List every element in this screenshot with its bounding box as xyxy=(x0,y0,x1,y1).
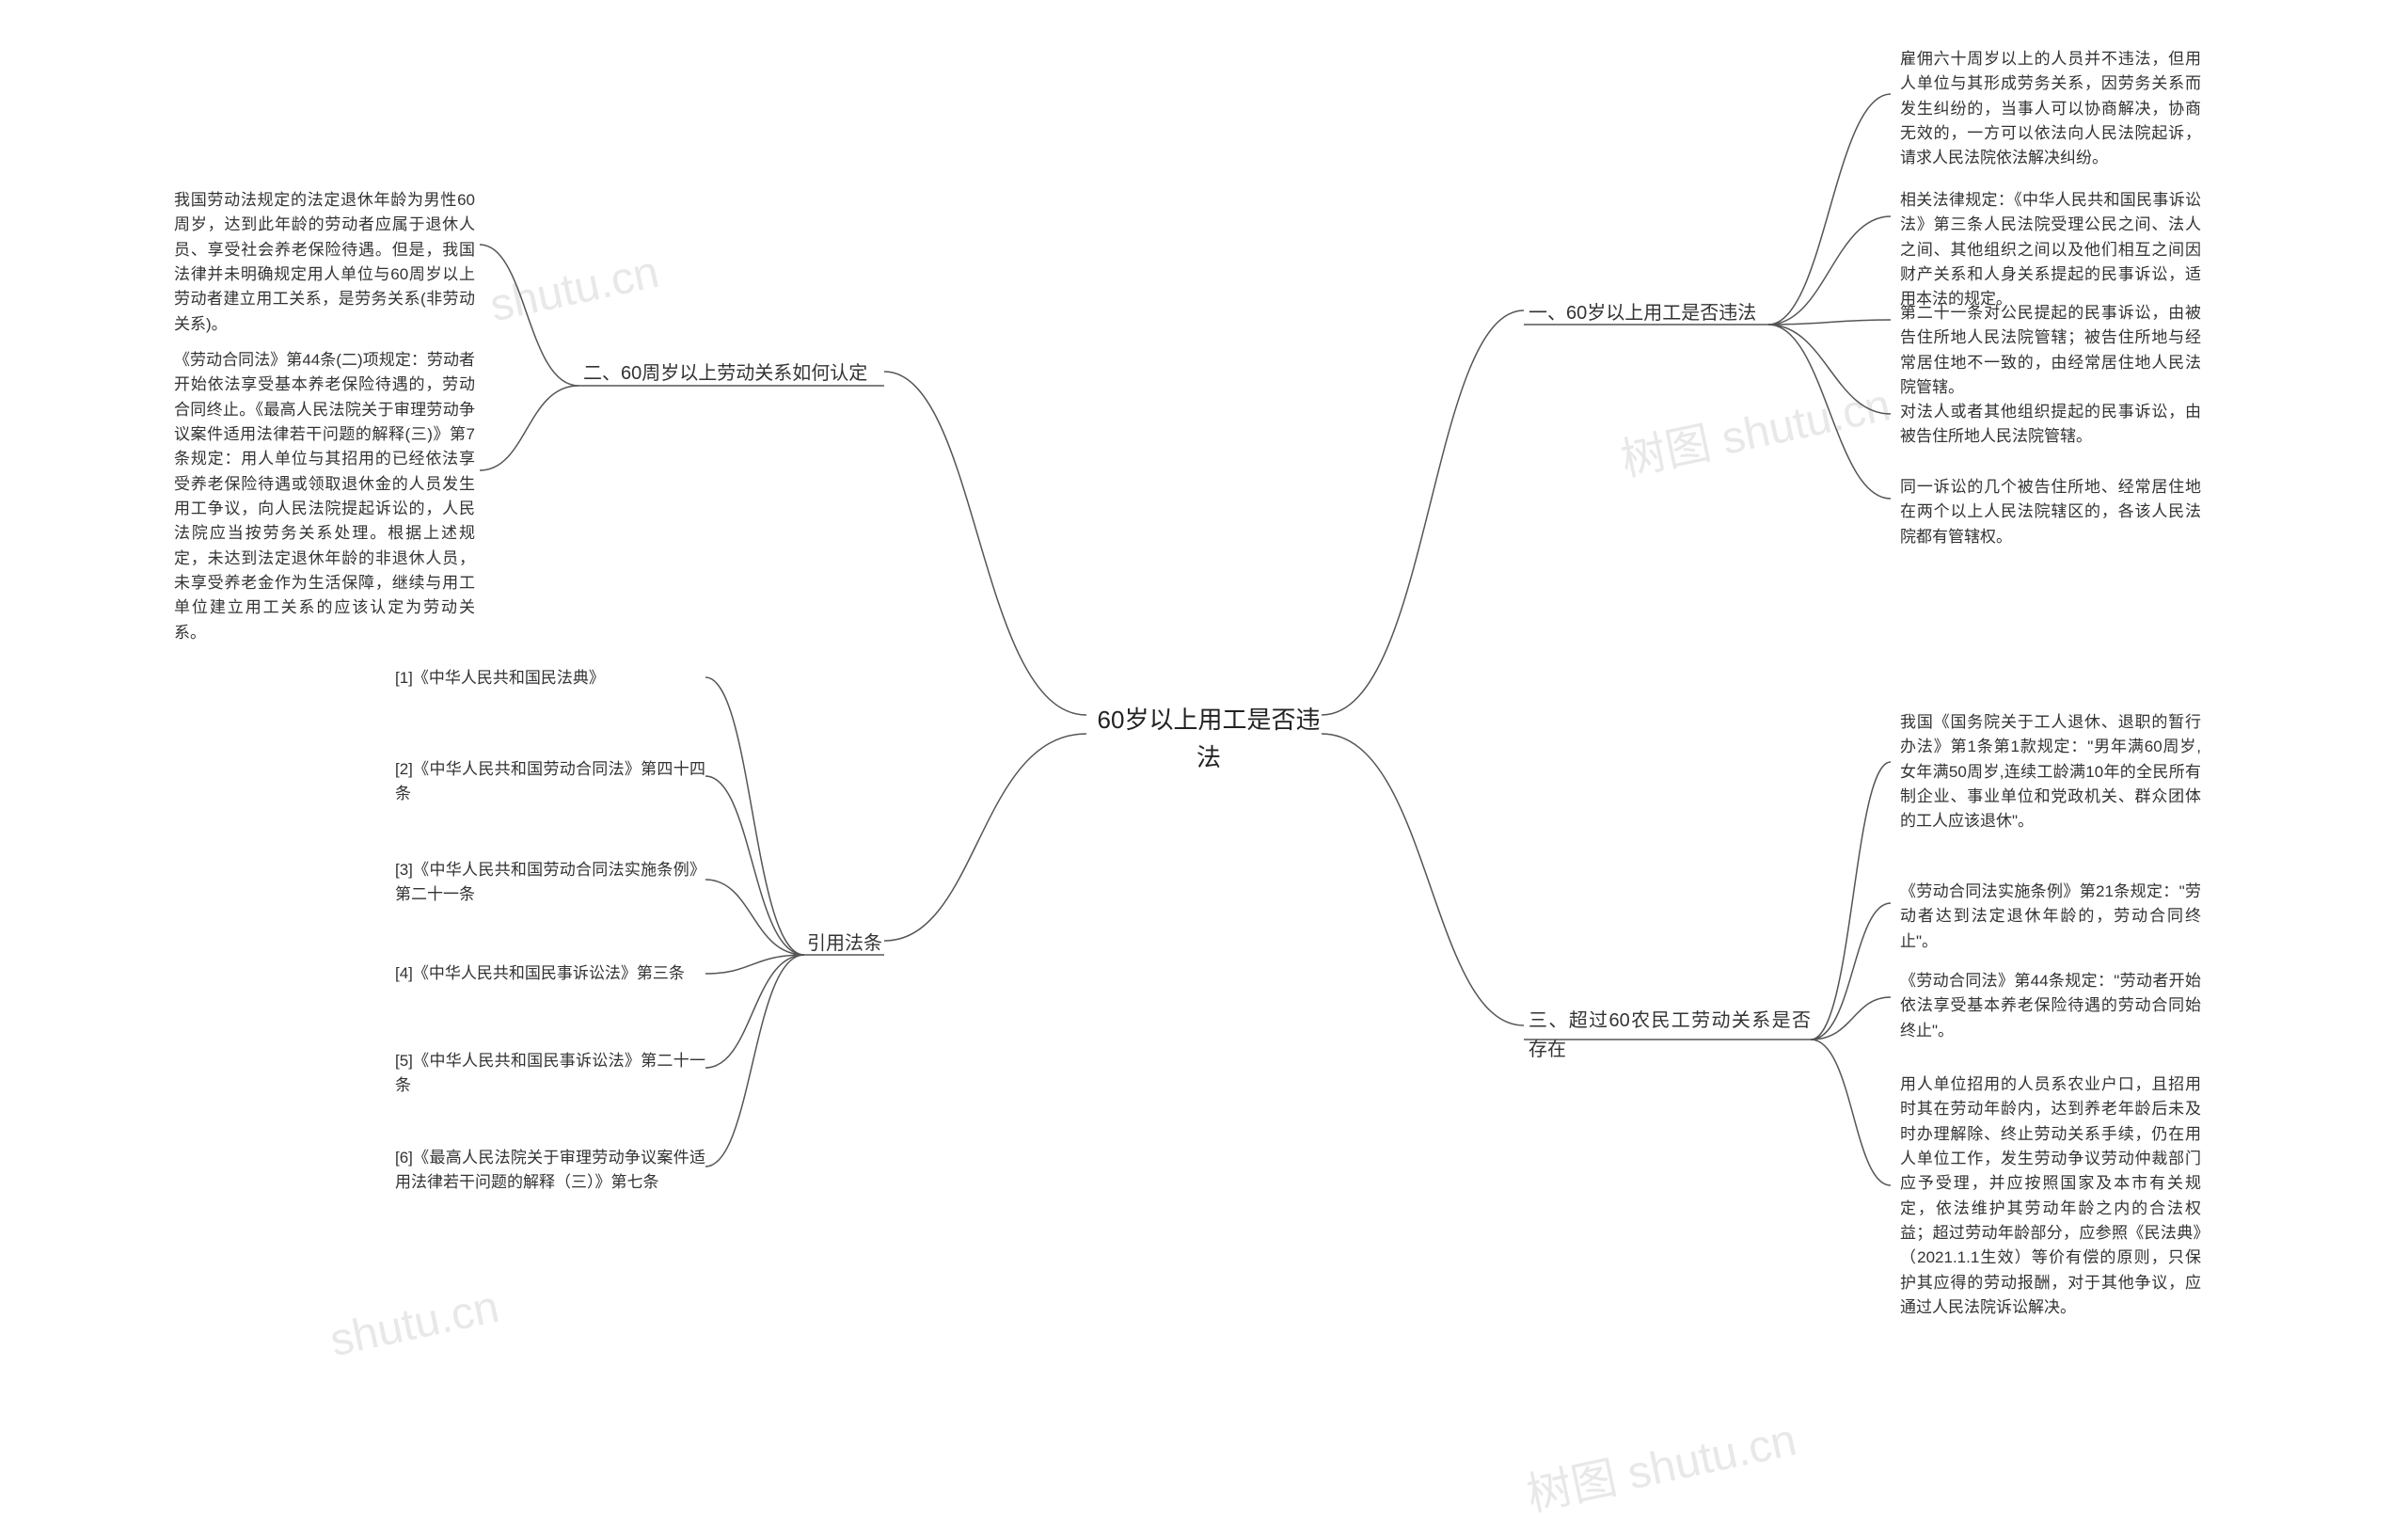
center-node: 60岁以上用工是否违法 xyxy=(1086,701,1331,777)
leaf-b2-0: 我国劳动法规定的法定退休年龄为男性60周岁，达到此年龄的劳动者应属于退休人员、享… xyxy=(174,188,475,337)
leaf-b3-1: 《劳动合同法实施条例》第21条规定："劳动者达到法定退休年龄的，劳动合同终止"。 xyxy=(1900,880,2201,954)
branch-b3: 三、超过60农民工劳动关系是否存在 xyxy=(1529,1007,1811,1065)
leaf-b4-5: [6]《最高人民法院关于审理劳动争议案件适用法律若干问题的解释（三）》第七条 xyxy=(395,1146,705,1196)
leaf-b4-0: [1]《中华人民共和国民法典》 xyxy=(395,666,705,691)
watermark: shutu.cn xyxy=(325,1281,503,1368)
leaf-b2-1: 《劳动合同法》第44条(二)项规定：劳动者开始依法享受基本养老保险待遇的，劳动合… xyxy=(174,348,475,645)
watermark: shutu.cn xyxy=(485,246,663,333)
leaf-b4-4: [5]《中华人民共和国民事诉讼法》第二十一条 xyxy=(395,1049,705,1099)
branch-b1: 一、60岁以上用工是否违法 xyxy=(1529,299,1773,328)
branch-b2: 二、60周岁以上劳动关系如何认定 xyxy=(583,359,884,389)
leaf-b3-3: 用人单位招用的人员系农业户口，且招用时其在劳动年龄内，达到养老年龄后未及时办理解… xyxy=(1900,1072,2201,1320)
watermark: 树图 shutu.cn xyxy=(1520,1403,1801,1524)
leaf-b1-1: 相关法律规定：《中华人民共和国民事诉讼法》第三条人民法院受理公民之间、法人之间、… xyxy=(1900,188,2201,312)
leaf-b4-2: [3]《中华人民共和国劳动合同法实施条例》第二十一条 xyxy=(395,858,705,908)
leaf-b4-3: [4]《中华人民共和国民事诉讼法》第三条 xyxy=(395,961,705,986)
leaf-b3-2: 《劳动合同法》第44条规定："劳动者开始依法享受基本养老保险待遇的劳动合同始终止… xyxy=(1900,969,2201,1043)
leaf-b1-3: 对法人或者其他组织提起的民事诉讼，由被告住所地人民法院管辖。 xyxy=(1900,400,2201,450)
leaf-b3-0: 我国《国务院关于工人退休、退职的暂行办法》第1条第1款规定："男年满60周岁,女… xyxy=(1900,710,2201,834)
leaf-b4-1: [2]《中华人民共和国劳动合同法》第四十四条 xyxy=(395,757,705,807)
leaf-b1-2: 第二十一条对公民提起的民事诉讼，由被告住所地人民法院管辖；被告住所地与经常居住地… xyxy=(1900,301,2201,400)
watermark: 树图 shutu.cn xyxy=(1614,368,1895,489)
branch-b4: 引用法条 xyxy=(807,929,892,959)
leaf-b1-0: 雇佣六十周岁以上的人员并不违法，但用人单位与其形成劳务关系，因劳务关系而发生纠纷… xyxy=(1900,47,2201,171)
leaf-b1-4: 同一诉讼的几个被告住所地、经常居住地在两个以上人民法院辖区的，各该人民法院都有管… xyxy=(1900,475,2201,549)
